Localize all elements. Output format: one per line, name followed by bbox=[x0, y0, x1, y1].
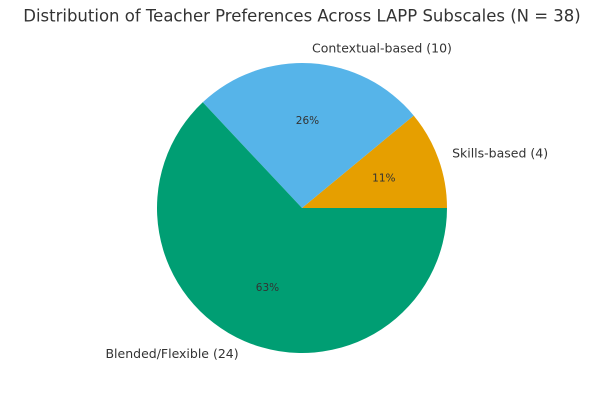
slice-label: Contextual-based (10) bbox=[312, 40, 452, 55]
value-label: 63% bbox=[256, 282, 279, 294]
value-label: 26% bbox=[296, 115, 319, 127]
pie-slice bbox=[202, 62, 414, 208]
slice-label: Skills-based (4) bbox=[452, 145, 548, 160]
value-label: 11% bbox=[372, 173, 395, 185]
pie-slice bbox=[302, 115, 447, 208]
chart-title: Distribution of Teacher Preferences Acro… bbox=[23, 7, 581, 26]
pie-slice bbox=[157, 102, 447, 353]
slice-label: Blended/Flexible (24) bbox=[105, 346, 238, 361]
